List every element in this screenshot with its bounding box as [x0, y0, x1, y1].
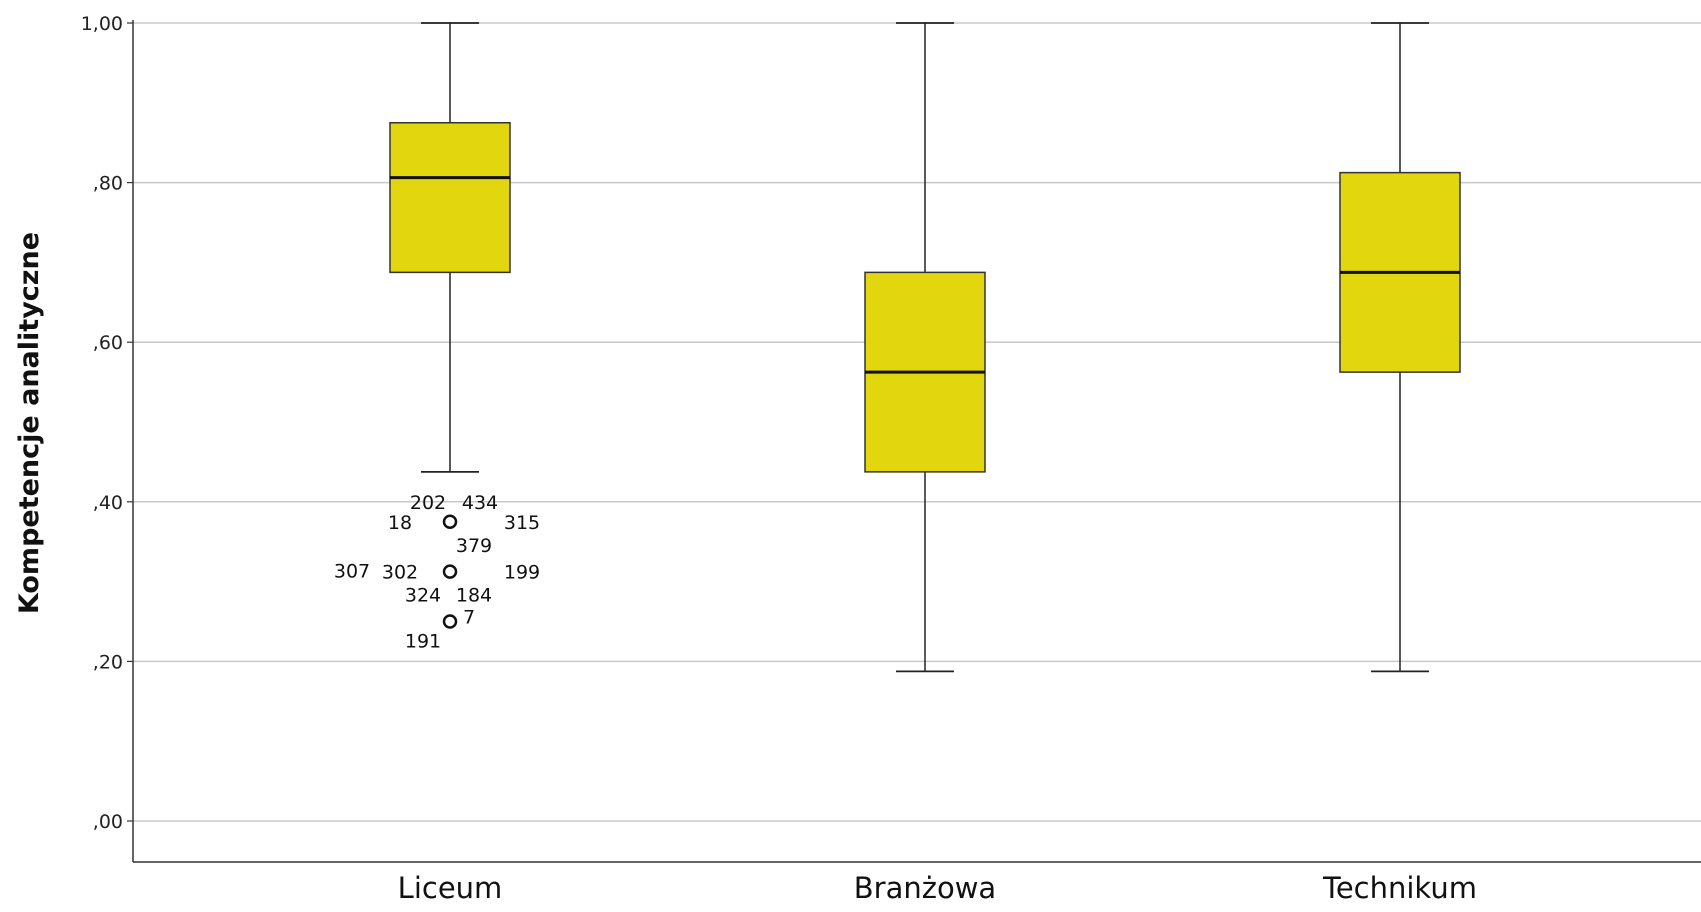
outlier-point — [442, 514, 458, 529]
outlier-point — [442, 564, 458, 579]
category-labels: Liceum Branżowa Technikum — [398, 871, 1477, 905]
y-tick-label: 1,00 — [81, 13, 123, 35]
y-axis-title: Kompetencje analityczne — [14, 232, 45, 614]
x-category-label: Liceum — [398, 871, 503, 905]
y-tick-label: ,00 — [93, 811, 123, 833]
outlier-label: 18 — [388, 512, 412, 534]
box-branżowa — [864, 22, 986, 673]
outlier-label: 191 — [405, 631, 441, 653]
box-technikum — [1339, 22, 1461, 673]
axes — [132, 20, 1701, 863]
outlier-label: 7 — [463, 607, 475, 629]
y-tick-label: ,60 — [93, 332, 123, 354]
outlier-label: 307 — [334, 561, 370, 583]
y-tick-labels: ,00 ,20 ,40 ,60 ,80 1,00 — [81, 13, 133, 833]
outlier-label: 379 — [456, 535, 492, 557]
y-tick-label: ,20 — [93, 651, 123, 673]
outlier-label: 199 — [504, 562, 540, 584]
outlier-label: 184 — [456, 585, 492, 607]
x-category-label: Branżowa — [854, 871, 996, 905]
y-tick-label: ,40 — [93, 492, 123, 514]
outlier-label: 202 — [410, 492, 446, 514]
outlier-label: 315 — [504, 512, 540, 534]
outlier-label: 302 — [382, 562, 418, 584]
iqr-box — [389, 122, 511, 274]
outlier-point — [442, 614, 458, 629]
y-tick-label: ,80 — [93, 173, 123, 195]
outlier-label: 434 — [462, 492, 498, 514]
outlier-label: 324 — [405, 585, 441, 607]
x-category-label: Technikum — [1322, 871, 1477, 905]
